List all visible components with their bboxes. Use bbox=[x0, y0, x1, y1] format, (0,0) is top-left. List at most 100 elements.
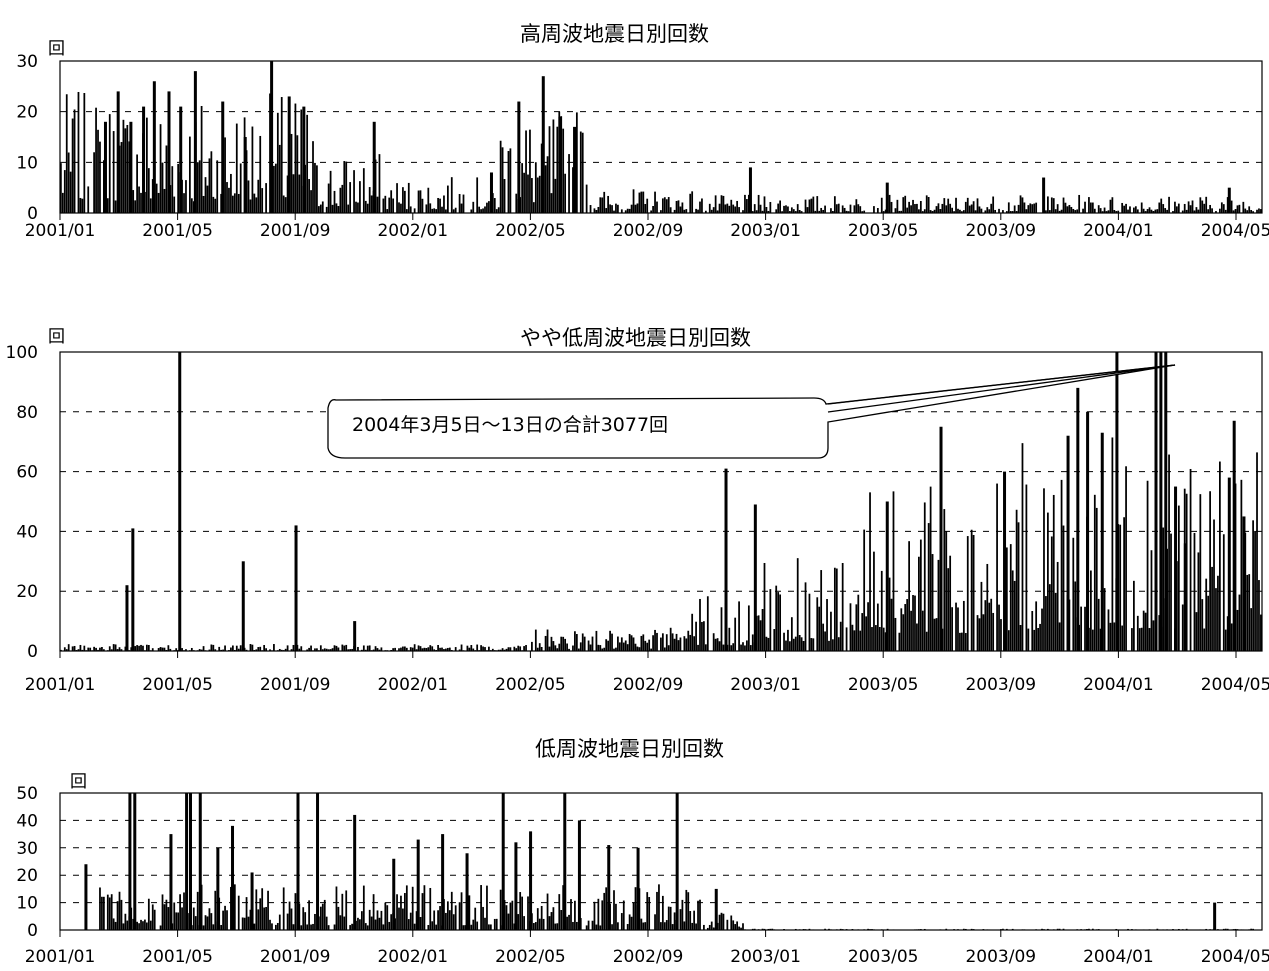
bar bbox=[97, 129, 99, 213]
bar bbox=[495, 209, 498, 213]
bar bbox=[1256, 209, 1258, 213]
bar bbox=[265, 183, 267, 213]
bar bbox=[1013, 205, 1016, 213]
bar bbox=[534, 162, 537, 213]
bar bbox=[538, 175, 541, 213]
bar bbox=[876, 603, 879, 651]
bar bbox=[300, 646, 303, 651]
bar bbox=[976, 198, 979, 213]
bar bbox=[489, 172, 493, 213]
bar bbox=[886, 928, 889, 930]
bar bbox=[964, 928, 967, 930]
bar bbox=[1105, 211, 1108, 213]
bar bbox=[413, 208, 416, 213]
bar bbox=[706, 596, 709, 651]
bar bbox=[388, 197, 391, 213]
bar bbox=[595, 209, 598, 213]
bar bbox=[896, 199, 899, 213]
bar bbox=[61, 192, 64, 213]
bar bbox=[517, 645, 520, 651]
bar bbox=[292, 174, 295, 213]
bar bbox=[925, 195, 928, 213]
bar bbox=[648, 639, 651, 651]
bar bbox=[87, 186, 90, 213]
bar bbox=[136, 645, 138, 651]
bar bbox=[509, 647, 512, 651]
bar bbox=[1027, 205, 1030, 213]
bar bbox=[988, 602, 991, 651]
bar bbox=[374, 646, 377, 651]
bar bbox=[863, 210, 866, 213]
bar bbox=[81, 649, 84, 651]
bar bbox=[845, 929, 848, 930]
bar bbox=[450, 177, 453, 213]
bar bbox=[159, 925, 162, 930]
bar bbox=[347, 204, 350, 213]
bar bbox=[1240, 929, 1243, 930]
bar bbox=[628, 208, 631, 213]
bar bbox=[622, 900, 625, 930]
bar bbox=[476, 644, 479, 651]
bar bbox=[507, 913, 510, 930]
bar bbox=[779, 594, 782, 651]
bar bbox=[419, 917, 422, 930]
bar bbox=[1207, 595, 1210, 651]
bar bbox=[1230, 623, 1233, 651]
bar bbox=[269, 919, 271, 930]
bar bbox=[95, 107, 97, 213]
bar bbox=[581, 633, 584, 651]
bar bbox=[832, 639, 834, 651]
bar bbox=[126, 124, 129, 213]
bar bbox=[824, 631, 826, 651]
bar bbox=[587, 640, 590, 651]
bar bbox=[652, 635, 654, 651]
bar bbox=[192, 201, 195, 213]
bar bbox=[865, 616, 868, 651]
bar bbox=[1162, 204, 1165, 213]
bar bbox=[923, 209, 926, 213]
bar bbox=[202, 646, 205, 651]
bar bbox=[472, 919, 475, 930]
bar bbox=[863, 529, 866, 651]
bar bbox=[218, 646, 221, 651]
bar bbox=[124, 913, 127, 930]
bar bbox=[220, 193, 223, 213]
bar bbox=[859, 206, 862, 213]
bar bbox=[400, 647, 402, 651]
bar bbox=[93, 646, 95, 651]
bar bbox=[347, 649, 350, 651]
bar bbox=[1226, 616, 1229, 651]
bar bbox=[1084, 201, 1086, 213]
bar bbox=[912, 595, 914, 651]
bar bbox=[405, 209, 408, 213]
bar bbox=[767, 928, 770, 930]
bar bbox=[452, 209, 455, 213]
x-tick-label: 2002/09 bbox=[613, 947, 684, 967]
bar bbox=[124, 646, 127, 651]
bar bbox=[683, 636, 686, 651]
bar bbox=[1222, 534, 1225, 651]
bar bbox=[228, 650, 230, 651]
bar bbox=[1091, 629, 1094, 651]
bar bbox=[298, 174, 301, 213]
bar bbox=[742, 923, 744, 930]
bar bbox=[120, 899, 123, 930]
bar bbox=[783, 205, 785, 213]
bar bbox=[1183, 543, 1187, 651]
bar bbox=[220, 649, 223, 651]
bar bbox=[661, 633, 664, 651]
bar bbox=[1111, 437, 1114, 651]
bar bbox=[906, 207, 909, 213]
bar bbox=[464, 925, 467, 930]
bar bbox=[1048, 584, 1051, 651]
bar bbox=[368, 645, 371, 651]
bar bbox=[955, 197, 957, 213]
bar bbox=[1033, 203, 1036, 213]
bar bbox=[106, 198, 109, 213]
bar bbox=[1219, 208, 1221, 213]
bar bbox=[505, 648, 508, 651]
bar bbox=[626, 644, 629, 651]
bar bbox=[933, 209, 936, 213]
bar bbox=[568, 648, 570, 651]
bar bbox=[1127, 209, 1129, 213]
